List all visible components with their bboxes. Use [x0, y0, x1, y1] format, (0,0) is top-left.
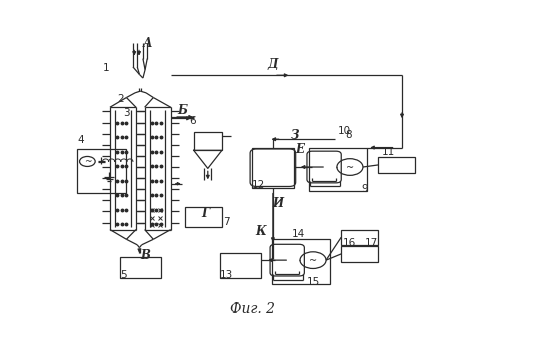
- Text: З: З: [291, 129, 300, 142]
- Text: 7: 7: [223, 217, 230, 227]
- Text: 10: 10: [338, 126, 351, 136]
- Text: 13: 13: [220, 270, 233, 280]
- Bar: [272, 239, 330, 284]
- Text: 8: 8: [346, 130, 352, 140]
- Bar: [378, 157, 415, 173]
- Text: ~: ~: [346, 163, 354, 173]
- Text: 2: 2: [118, 94, 124, 104]
- Text: 3: 3: [123, 108, 129, 118]
- Bar: [185, 207, 222, 227]
- Text: В: В: [141, 249, 151, 262]
- Text: Е: Е: [295, 143, 304, 156]
- Text: ~: ~: [309, 256, 317, 266]
- Bar: [341, 246, 378, 261]
- Text: 4: 4: [77, 135, 84, 145]
- Text: 14: 14: [291, 229, 305, 239]
- Text: 9: 9: [362, 184, 368, 194]
- Text: 12: 12: [251, 180, 265, 190]
- Text: 1: 1: [102, 63, 109, 73]
- Text: Фиг. 2: Фиг. 2: [230, 302, 275, 316]
- Text: А: А: [143, 38, 152, 51]
- Text: 11: 11: [381, 147, 395, 157]
- Text: Б: Б: [178, 104, 188, 117]
- Text: ~: ~: [83, 157, 91, 166]
- Bar: [252, 148, 293, 188]
- Text: 16: 16: [343, 238, 356, 248]
- Text: Д: Д: [268, 58, 278, 71]
- Text: 15: 15: [306, 277, 320, 287]
- Bar: [120, 257, 161, 278]
- Bar: [220, 253, 261, 278]
- Text: К: К: [255, 225, 266, 238]
- Text: И: И: [273, 197, 284, 210]
- Text: 17: 17: [365, 238, 379, 248]
- Text: Г: Г: [201, 207, 209, 220]
- Bar: [77, 149, 127, 193]
- Bar: [341, 230, 378, 245]
- Bar: [194, 132, 222, 150]
- Bar: [309, 148, 367, 191]
- Text: 6: 6: [189, 116, 196, 126]
- Text: 5: 5: [120, 270, 127, 280]
